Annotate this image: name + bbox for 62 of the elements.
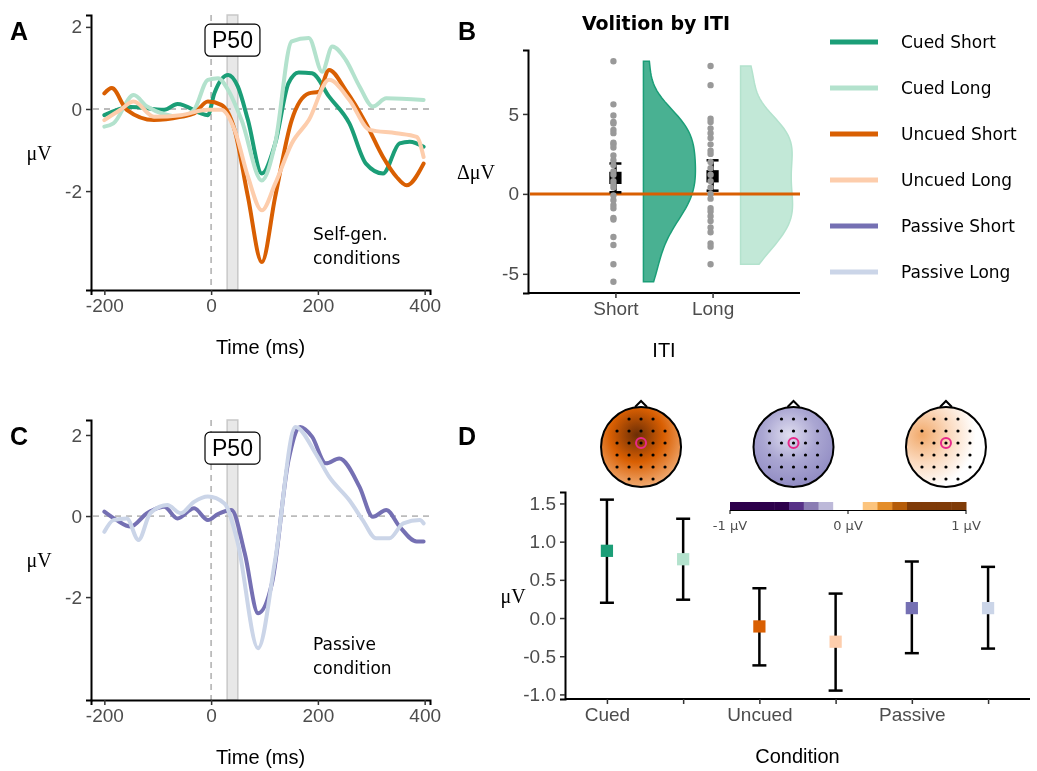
y-tick-label: 0.5: [529, 569, 556, 591]
y-tick-label: 1.5: [529, 493, 556, 515]
x-tick-label: 0: [206, 295, 217, 317]
annotation: Self-gen. conditions: [313, 224, 401, 268]
y-tick-label: -2: [65, 586, 82, 608]
x-tick-label: Cued: [584, 704, 631, 726]
y-tick-label: -0.5: [523, 645, 556, 667]
y-tick-label: -5: [502, 263, 519, 285]
y-tick-label: 1.0: [529, 531, 556, 553]
point: [677, 553, 690, 566]
legend-label: Cued Short: [901, 32, 997, 52]
legend-label: Passive Long: [901, 262, 1011, 282]
text: A: [10, 17, 29, 45]
legend-label: Passive Short: [901, 216, 1016, 236]
y-tick-label: 0: [71, 505, 82, 527]
text: B: [458, 17, 477, 45]
x-tick-label: Passive: [879, 704, 946, 726]
y-tick-label: -2: [65, 180, 82, 202]
annotation: 1 μV: [951, 518, 981, 533]
x-tick-label: -200: [85, 705, 124, 727]
x-axis-title: ITI: [652, 339, 676, 361]
x-tick-label: 200: [302, 295, 335, 317]
point: [829, 635, 842, 648]
annotation: -1 μV: [712, 518, 748, 533]
y-axis-title: μV: [500, 584, 527, 608]
x-tick-label: 200: [302, 705, 335, 727]
x-tick-label: Long: [691, 298, 735, 320]
x-axis-title: Time (ms): [215, 746, 306, 768]
x-axis-title: Time (ms): [215, 336, 306, 358]
y-axis-title: μV: [26, 141, 53, 165]
annotation: 0 μV: [833, 518, 863, 533]
y-tick-label: 0: [508, 183, 519, 205]
legend-label: Uncued Short: [901, 124, 1017, 144]
text: D: [458, 422, 477, 450]
y-tick-label: -1.0: [523, 684, 556, 705]
annotation: P50: [212, 435, 253, 462]
x-tick-label: 0: [206, 705, 217, 727]
y-tick-label: 0: [71, 98, 82, 120]
y-tick-label: 0.0: [529, 607, 556, 629]
point: [905, 601, 918, 615]
line-series: [102, 77, 426, 213]
point: [981, 601, 995, 615]
x-axis-title: Condition: [755, 745, 840, 767]
y-tick-label: 2: [71, 16, 82, 38]
annotation: P50: [212, 27, 253, 54]
line-series: [102, 424, 426, 651]
y-tick-label: 5: [508, 103, 519, 125]
point: [600, 544, 614, 557]
chart-title: Volition by ITI: [581, 12, 731, 34]
x-tick-label: Short: [593, 298, 640, 320]
legend-label: Cued Long: [901, 78, 992, 98]
x-tick-label: Uncued: [727, 704, 793, 726]
annotation: Passive condition: [313, 634, 392, 678]
y-axis-title: ΔμV: [456, 160, 496, 184]
x-tick-label: 400: [409, 705, 442, 727]
point: [753, 620, 766, 633]
text: C: [10, 422, 29, 450]
x-tick-label: 400: [409, 295, 442, 317]
x-tick-label: -200: [85, 295, 124, 317]
legend-label: Uncued Long: [901, 170, 1013, 190]
y-tick-label: 2: [71, 424, 82, 446]
y-axis-title: μV: [26, 549, 53, 572]
